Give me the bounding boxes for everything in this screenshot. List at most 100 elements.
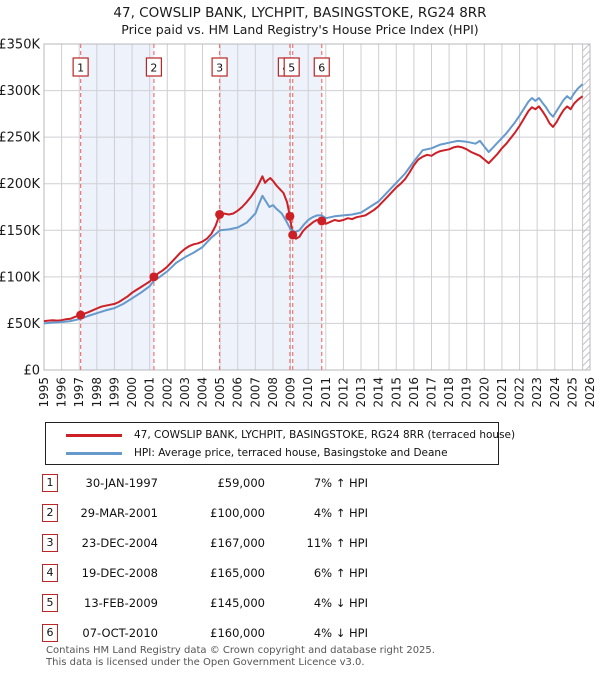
future-hatch-line	[582, 281, 591, 290]
future-hatch-line	[582, 211, 591, 220]
sale-number-box	[145, 57, 163, 77]
sale-date: 13-FEB-2009	[84, 596, 158, 610]
sale-vs-hpi: 11% ↑ HPI	[306, 536, 368, 550]
future-hatch-line	[582, 92, 591, 101]
sale-number-box-label: 6	[318, 62, 325, 75]
future-hatch-line	[582, 323, 591, 332]
sale-marker-dot	[149, 272, 159, 282]
x-axis-tick-label: 2024	[548, 377, 562, 408]
sale-marker-dot	[288, 230, 298, 240]
price-history-chart: 123456£0£50K£100K£150K£200K£250K£300K£35…	[0, 38, 597, 408]
x-axis-tick-label: 1999	[107, 377, 121, 408]
x-axis-tick-label: 2020	[477, 377, 491, 408]
x-axis-tick-label: 2016	[407, 377, 421, 408]
future-hatch-line	[582, 302, 591, 311]
ownership-band	[219, 44, 290, 370]
future-hatch-line	[582, 99, 591, 108]
sale-number-box	[313, 57, 330, 77]
property-price-line	[43, 95, 584, 323]
x-axis-tick-label: 2007	[248, 377, 262, 408]
legend-item-property: 47, COWSLIP BANK, LYCHPIT, BASINGSTOKE, …	[46, 426, 515, 444]
x-axis-tick-label: 2010	[301, 377, 315, 408]
future-hatch-line	[582, 183, 591, 192]
future-hatch-line	[582, 288, 591, 297]
sale-number-badge: 3	[42, 534, 58, 552]
sale-number-badge: 6	[42, 624, 58, 642]
future-hatch-line	[582, 64, 591, 73]
x-axis-tick-label: 2004	[196, 377, 210, 408]
future-hatch-line	[582, 232, 591, 241]
sale-marker-dot	[215, 209, 225, 219]
sale-row: 5 13-FEB-2009 £145,000 4% ↓ HPI	[42, 588, 368, 618]
license-footer: Contains HM Land Registry data © Crown c…	[46, 645, 435, 668]
x-axis-tick-label: 2000	[125, 377, 139, 408]
sale-number-badge: 2	[42, 504, 58, 522]
legend-label-property: 47, COWSLIP BANK, LYCHPIT, BASINGSTOKE, …	[134, 429, 516, 441]
sale-price: £160,000	[210, 626, 265, 640]
sales-table: 1 30-JAN-1997 £59,000 7% ↑ HPI 2 29-MAR-…	[42, 468, 368, 648]
future-hatch-line	[582, 50, 591, 59]
future-hatch-line	[582, 141, 591, 150]
future-hatch-line	[582, 85, 591, 94]
x-axis-tick-label: 2025	[565, 377, 579, 408]
sale-row: 4 19-DEC-2008 £165,000 6% ↑ HPI	[42, 558, 368, 588]
future-hatch-line	[582, 43, 590, 52]
x-axis-tick-label: 2018	[442, 377, 456, 408]
future-hatch-line	[582, 351, 591, 360]
future-hatch-line	[582, 190, 591, 199]
sale-price: £145,000	[210, 596, 265, 610]
ownership-band	[292, 44, 322, 370]
x-axis-tick-label: 2013	[354, 377, 368, 408]
y-axis-tick-label: £50K	[7, 317, 41, 332]
future-hatch-line	[582, 176, 591, 185]
x-axis-tick-label: 2019	[460, 377, 474, 408]
future-hatch-line	[582, 134, 591, 143]
future-hatch-line	[582, 267, 591, 276]
x-axis-tick-label: 2001	[143, 377, 157, 408]
future-hatch-line	[582, 344, 591, 353]
future-hatch-line	[582, 253, 591, 262]
sale-row: 3 23-DEC-2004 £167,000 11% ↑ HPI	[42, 528, 368, 558]
x-axis-tick-label: 2012	[336, 377, 350, 408]
future-hatch-line	[582, 106, 591, 115]
sale-marker-dot	[76, 310, 86, 320]
x-axis-tick-label: 2026	[583, 377, 597, 408]
sale-price: £59,000	[217, 476, 265, 490]
x-axis-tick-label: 1997	[72, 377, 86, 408]
future-hatch-line	[582, 316, 591, 325]
sale-vs-hpi: 6% ↑ HPI	[313, 566, 368, 580]
future-hatch-line	[582, 218, 591, 227]
x-axis-tick-label: 2002	[160, 377, 174, 408]
sale-vs-hpi: 4% ↓ HPI	[313, 596, 368, 610]
hpi-line-swatch	[66, 451, 122, 455]
sale-row: 6 07-OCT-2010 £160,000 4% ↓ HPI	[42, 618, 368, 648]
chart-legend: 47, COWSLIP BANK, LYCHPIT, BASINGSTOKE, …	[45, 422, 515, 465]
sale-number-box	[283, 57, 300, 77]
sale-number-badge: 1	[42, 474, 58, 492]
sale-marker-dot	[317, 216, 327, 226]
sale-number-box-label: 1	[77, 62, 84, 75]
x-axis-tick-label: 1996	[55, 377, 69, 408]
future-hatch-line	[582, 169, 591, 178]
property-line-swatch	[66, 433, 122, 437]
sale-number-badge: 5	[42, 594, 58, 612]
sale-number-box-label: 3	[216, 62, 223, 75]
sale-price: £100,000	[210, 506, 265, 520]
sale-vs-hpi: 4% ↓ HPI	[313, 626, 368, 640]
legend-label-hpi: HPI: Average price, terraced house, Basi…	[134, 447, 448, 459]
future-hatch-line	[582, 113, 591, 122]
sale-date: 23-DEC-2004	[81, 536, 158, 550]
sale-number-box-label: 2	[150, 62, 157, 75]
y-axis-tick-label: £0	[23, 364, 40, 379]
x-axis-tick-label: 2006	[231, 377, 245, 408]
x-axis-tick-label: 2009	[284, 377, 298, 408]
future-hatch-line	[585, 365, 591, 371]
y-axis-tick-label: £200K	[0, 177, 40, 192]
x-axis-tick-label: 1998	[90, 377, 104, 408]
x-axis-tick-label: 2021	[495, 377, 509, 408]
ownership-band	[80, 44, 154, 370]
sale-date: 29-MAR-2001	[80, 506, 158, 520]
sale-number-box-label: 5	[288, 62, 295, 75]
future-hatch-line	[582, 295, 591, 304]
x-axis-tick-label: 1995	[37, 377, 51, 408]
